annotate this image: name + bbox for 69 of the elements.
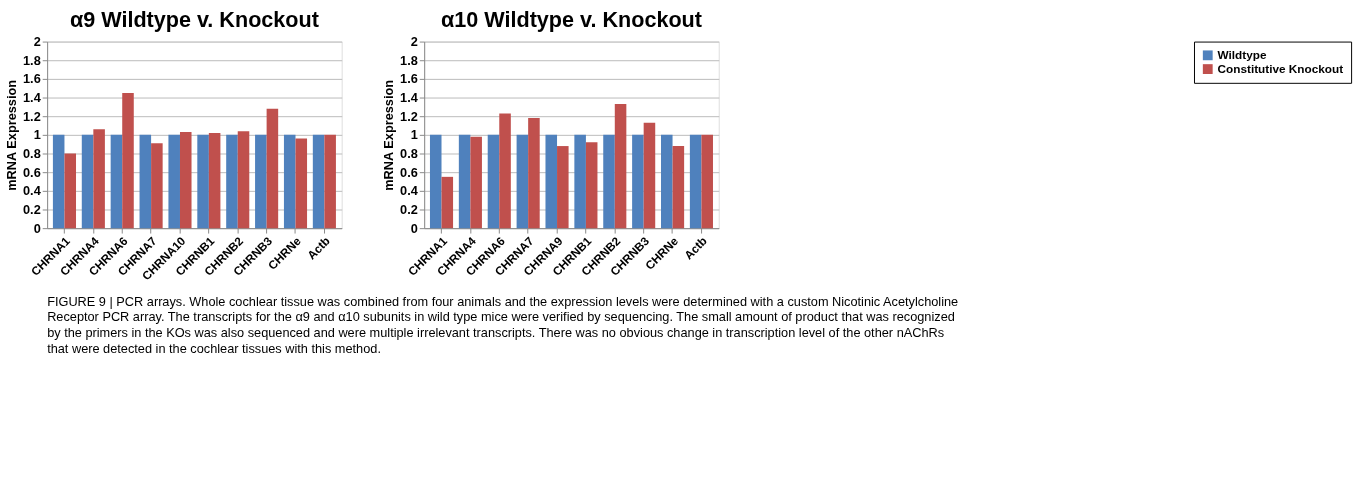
bar bbox=[81, 134, 94, 229]
bar bbox=[585, 142, 598, 229]
y-tick-label: 1.8 bbox=[23, 52, 41, 68]
bar bbox=[208, 133, 221, 229]
bar bbox=[661, 134, 673, 229]
bar bbox=[139, 134, 152, 229]
y-tick-label: 1.2 bbox=[400, 108, 418, 124]
bar bbox=[312, 134, 325, 229]
bar bbox=[470, 136, 482, 229]
y-tick-label: 1.4 bbox=[23, 89, 42, 105]
bar bbox=[237, 131, 250, 229]
chart-title: α9 Wildtype v. Knockout bbox=[69, 6, 319, 32]
y-tick-label: 0.2 bbox=[400, 201, 418, 217]
y-tick-label: 1.4 bbox=[400, 89, 419, 105]
y-tick-label: 1 bbox=[33, 127, 41, 143]
bar bbox=[122, 92, 134, 229]
bar bbox=[528, 118, 540, 229]
bar bbox=[701, 134, 713, 229]
bar bbox=[168, 134, 180, 229]
bar bbox=[283, 134, 296, 229]
bar bbox=[545, 134, 558, 229]
bar bbox=[487, 134, 500, 229]
bar bbox=[603, 134, 615, 229]
bar bbox=[557, 146, 569, 229]
y-tick-label: 0.8 bbox=[400, 145, 418, 161]
bar bbox=[64, 153, 77, 229]
legend-label: Wildtype bbox=[1217, 48, 1267, 62]
y-tick-label: 2 bbox=[410, 34, 418, 50]
bar bbox=[255, 134, 267, 229]
bar bbox=[516, 134, 529, 229]
bar bbox=[689, 134, 702, 229]
y-tick-label: 1 bbox=[410, 127, 418, 143]
y-tick-label: 2 bbox=[33, 34, 41, 50]
y-tick-label: 0.6 bbox=[400, 164, 418, 180]
bar bbox=[574, 134, 586, 229]
bar bbox=[197, 134, 209, 229]
bar bbox=[93, 129, 105, 229]
bar bbox=[614, 104, 627, 229]
y-axis-title: mRNA Expression bbox=[381, 79, 397, 191]
bar bbox=[441, 176, 454, 229]
y-tick-label: 0 bbox=[410, 220, 418, 236]
caption: FIGURE 9 | PCR arrays. Whole cochlear tissue was combined from four animals and the expression levels were determined with a custom Nicotinic Acetylcholine Receptor PCR array. The transcripts for the α9 and α10 subunits in wild type mice were verified by sequencing. The small amount of product that was recognized by the primers in the KOs was also sequenced and were multiple irrelevant transcripts. There was no obvious change in transcription level of the other nAChRs that were detected in the cochlear tissues with this method. bbox=[47, 293, 959, 356]
bar bbox=[52, 134, 65, 229]
bar bbox=[499, 113, 511, 229]
y-tick-label: 0.2 bbox=[23, 201, 41, 217]
y-tick-label: 1.6 bbox=[400, 71, 418, 87]
y-tick-label: 0.8 bbox=[23, 145, 41, 161]
y-tick-label: 0 bbox=[33, 220, 41, 236]
bar bbox=[429, 134, 442, 229]
bar bbox=[295, 138, 308, 229]
bar bbox=[179, 132, 192, 229]
bar bbox=[226, 134, 238, 229]
bar bbox=[643, 122, 656, 229]
bar bbox=[266, 108, 279, 229]
y-tick-label: 1.8 bbox=[400, 52, 418, 68]
bar bbox=[151, 143, 163, 229]
y-tick-label: 0.4 bbox=[400, 183, 419, 199]
y-tick-label: 0.4 bbox=[23, 183, 42, 199]
y-tick-label: 1.6 bbox=[23, 71, 41, 87]
y-axis-title: mRNA Expression bbox=[4, 79, 20, 191]
bar bbox=[672, 146, 685, 229]
chart-title: α10 Wildtype v. Knockout bbox=[440, 6, 702, 32]
bar bbox=[324, 134, 336, 229]
bar bbox=[458, 134, 471, 229]
legend-label: Constitutive Knockout bbox=[1217, 62, 1344, 76]
y-tick-label: 1.2 bbox=[23, 108, 41, 124]
bar bbox=[110, 134, 123, 229]
y-tick-label: 0.6 bbox=[23, 164, 41, 180]
bar bbox=[632, 134, 644, 229]
